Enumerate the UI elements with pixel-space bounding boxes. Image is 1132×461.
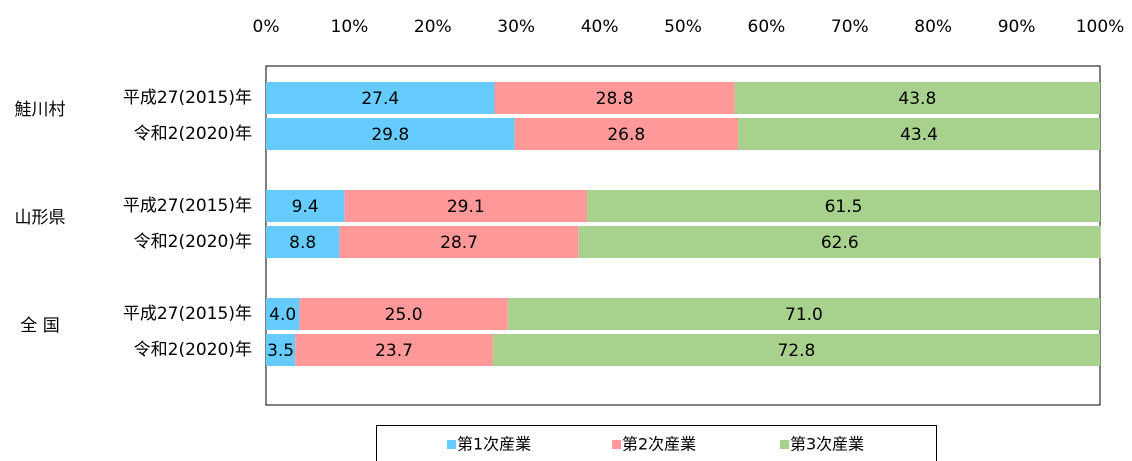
bar-segment	[494, 82, 735, 114]
x-tick-label: 40%	[581, 17, 619, 37]
bar-segment	[266, 82, 495, 114]
bar-segment	[578, 226, 1101, 258]
x-tick-label: 0%	[253, 17, 280, 37]
bar-segment	[514, 118, 739, 150]
bar-segment	[507, 298, 1100, 330]
x-tick-label: 60%	[748, 17, 786, 37]
bar-segment	[344, 190, 588, 222]
x-tick-label: 90%	[998, 17, 1036, 37]
data-label: 29.8	[371, 125, 409, 145]
bar-segment	[266, 226, 340, 258]
y-tick-label: 令和2(2020)年	[134, 340, 252, 360]
legend-swatch	[447, 440, 456, 449]
data-label: 71.0	[785, 305, 823, 325]
data-label: 4.0	[269, 305, 296, 325]
bar-segment	[266, 190, 345, 222]
data-label: 61.5	[825, 197, 863, 217]
group-label: 山形県	[15, 208, 66, 228]
x-tick-label: 10%	[331, 17, 369, 37]
y-tick-label: 平成27(2015)年	[123, 196, 252, 216]
bar-segment	[299, 298, 508, 330]
data-label: 26.8	[607, 125, 645, 145]
legend-swatch	[612, 440, 621, 449]
x-tick-label: 50%	[664, 17, 702, 37]
data-label: 28.7	[440, 233, 478, 253]
data-label: 43.4	[900, 125, 938, 145]
x-tick-label: 20%	[414, 17, 452, 37]
y-tick-label: 令和2(2020)年	[134, 232, 252, 252]
data-label: 9.4	[292, 197, 319, 217]
data-label: 27.4	[361, 89, 399, 109]
data-label: 28.8	[596, 89, 634, 109]
legend-label: 第3次産業	[790, 435, 864, 454]
y-tick-label: 平成27(2015)年	[123, 304, 252, 324]
data-label: 3.5	[267, 341, 294, 361]
bar-segment	[738, 118, 1100, 150]
bar-segment	[266, 334, 296, 366]
legend-label: 第2次産業	[622, 435, 696, 454]
legend-swatch	[780, 440, 789, 449]
x-tick-label: 80%	[914, 17, 952, 37]
bar-segment	[266, 118, 515, 150]
data-label: 72.8	[777, 341, 815, 361]
group-label: 全 国	[20, 316, 59, 336]
y-tick-label: 平成27(2015)年	[123, 88, 252, 108]
legend-label: 第1次産業	[457, 435, 531, 454]
data-label: 43.8	[898, 89, 936, 109]
bar-segment	[295, 334, 493, 366]
bar-segment	[734, 82, 1100, 114]
data-label: 8.8	[289, 233, 316, 253]
x-tick-label: 70%	[831, 17, 869, 37]
group-label: 鮭川村	[15, 100, 66, 120]
x-tick-label: 30%	[497, 17, 535, 37]
data-label: 29.1	[447, 197, 485, 217]
bar-segment	[492, 334, 1100, 366]
data-label: 62.6	[821, 233, 859, 253]
y-tick-label: 令和2(2020)年	[134, 124, 252, 144]
bar-segment	[266, 298, 300, 330]
data-label: 25.0	[385, 305, 423, 325]
x-tick-label: 100%	[1076, 17, 1125, 37]
legend-box	[376, 425, 937, 461]
bar-segment	[587, 190, 1100, 222]
bar-segment	[339, 226, 579, 258]
data-label: 23.7	[375, 341, 413, 361]
